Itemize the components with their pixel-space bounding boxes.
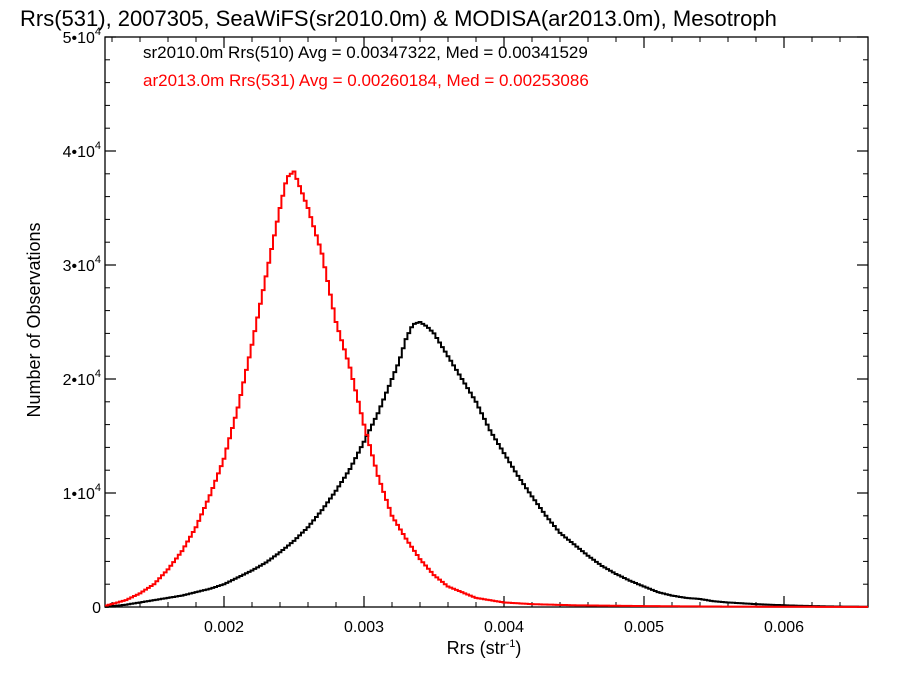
plot-frame	[104, 36, 869, 608]
x-tick-label: 0.006	[764, 619, 804, 636]
annotations: sr2010.0m Rrs(510) Avg = 0.00347322, Med…	[143, 43, 589, 90]
x-tick-label: 0.004	[484, 619, 524, 636]
annotation-1: ar2013.0m Rrs(531) Avg = 0.00260184, Med…	[143, 71, 589, 90]
y-tick-label: 2•104	[63, 368, 101, 389]
x-tick-label: 0.003	[344, 619, 384, 636]
y-tick-label: 3•104	[63, 254, 101, 275]
y-axis-label: Number of Observations	[24, 222, 44, 417]
y-tick-label: 5•104	[63, 26, 101, 47]
x-tick-label: 0.005	[624, 619, 664, 636]
x-tick-label: 0.002	[204, 619, 244, 636]
x-axis-label-sup: -1	[506, 638, 516, 650]
series-line-0	[105, 321, 868, 608]
x-axis-label-main: Rrs (str	[447, 638, 506, 658]
x-axis-label: Rrs (str-1)	[447, 638, 522, 658]
y-tick-label: 4•104	[63, 140, 101, 161]
y-tick-label: 0	[92, 600, 101, 617]
series-line-1	[105, 170, 868, 608]
plot-series	[105, 170, 868, 608]
plot-axes: 0.002 0.003 0.004 0.005 0.006 0 1•104 2•104 3•10…	[63, 26, 869, 636]
x-axis-label-close: )	[515, 638, 521, 658]
chart-title: Rrs(531), 2007305, SeaWiFS(sr2010.0m) & …	[20, 6, 777, 31]
y-tick-label: 1•104	[63, 482, 101, 503]
annotation-0: sr2010.0m Rrs(510) Avg = 0.00347322, Med…	[143, 43, 588, 62]
